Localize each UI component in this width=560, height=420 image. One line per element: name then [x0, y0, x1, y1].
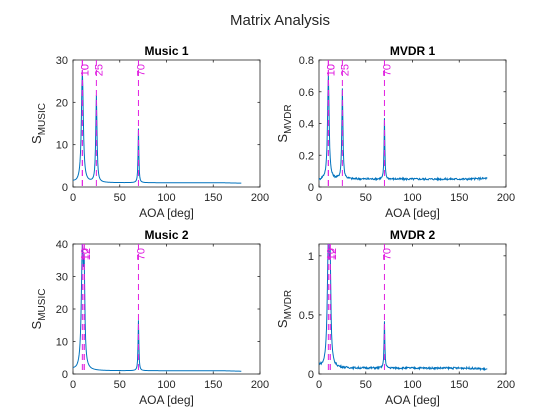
y-tick-label: 10	[56, 337, 68, 349]
y-axis-label-subscript: MUSIC	[37, 289, 48, 321]
x-tick-label: 200	[497, 379, 515, 391]
x-tick-label: 0	[70, 192, 76, 204]
y-axis-label: SMUSIC	[29, 289, 48, 330]
plot-area	[318, 243, 507, 375]
aoa-marker-label: 10	[79, 248, 91, 260]
y-tick-label: 20	[56, 97, 68, 109]
spectrum-line	[73, 70, 242, 184]
y-tick-label: 40	[56, 239, 68, 251]
y-axis-label-main: S	[275, 134, 290, 143]
y-tick-label: 1	[308, 251, 314, 263]
x-tick-label: 50	[114, 379, 126, 391]
aoa-marker-label: 25	[93, 64, 105, 76]
subplot-title: MVDR 1	[390, 44, 436, 58]
x-tick-label: 150	[204, 192, 222, 204]
plot-area	[72, 59, 261, 188]
y-axis-label: SMVDR	[275, 104, 294, 142]
x-tick-label: 0	[316, 379, 322, 391]
x-axis-label: AOA [deg]	[139, 206, 194, 220]
x-axis-label: AOA [deg]	[385, 393, 440, 407]
aoa-marker-label: 70	[381, 64, 393, 76]
y-tick-label: 0.2	[299, 150, 314, 162]
x-tick-label: 100	[403, 192, 421, 204]
aoa-marker-label: 10	[325, 248, 337, 260]
x-axis-label: AOA [deg]	[139, 393, 194, 407]
x-tick-label: 200	[251, 192, 269, 204]
plot-area	[72, 243, 261, 375]
x-tick-label: 100	[157, 192, 175, 204]
aoa-marker-label: 10	[325, 64, 337, 76]
y-tick-label: 0	[62, 182, 68, 194]
x-tick-label: 0	[70, 379, 76, 391]
x-tick-label: 150	[450, 379, 468, 391]
x-tick-label: 150	[204, 379, 222, 391]
subplot-3: Music 2 0 50 100 150 200 0 10 20 30 40 AOA [deg] SMU…	[29, 228, 269, 407]
y-tick-label: 10	[56, 140, 68, 152]
y-tick-label: 0.8	[299, 55, 314, 67]
y-axis-label: SMUSIC	[29, 103, 48, 144]
x-tick-label: 100	[403, 379, 421, 391]
y-tick-label: 0.6	[299, 87, 314, 99]
x-tick-label: 150	[450, 192, 468, 204]
x-tick-label: 50	[114, 192, 126, 204]
figure-title: Matrix Analysis	[230, 12, 330, 29]
subplot-title: MVDR 2	[390, 228, 436, 242]
y-axis-label-main: S	[29, 135, 44, 144]
x-axis-label: AOA [deg]	[385, 206, 440, 220]
y-tick-label: 30	[56, 272, 68, 284]
y-tick-label: 20	[56, 304, 68, 316]
y-tick-label: 0	[308, 369, 314, 381]
x-tick-label: 200	[497, 192, 515, 204]
y-axis-label-subscript: MVDR	[283, 104, 294, 133]
y-tick-label: 0	[62, 369, 68, 381]
y-axis-label-main: S	[29, 320, 44, 329]
y-axis-label-subscript: MUSIC	[37, 103, 48, 135]
plot-area	[318, 59, 507, 188]
aoa-marker-label: 70	[135, 248, 147, 260]
spectrum-line	[319, 74, 488, 182]
aoa-marker-label: 12	[327, 248, 339, 260]
y-tick-label: 0.5	[299, 310, 314, 322]
aoa-marker-label: 70	[135, 64, 147, 76]
subplot-title: Music 2	[144, 228, 188, 242]
subplot-1: Music 1 0 50 100 150 200 0 10 20 30 AOA [deg] SMUSI…	[29, 44, 269, 220]
y-tick-label: 0	[308, 182, 314, 194]
x-tick-label: 200	[251, 379, 269, 391]
subplot-4: MVDR 2 0 50 100 150 200 0 0.5 1 AOA [deg] SMVDR 101…	[275, 228, 515, 407]
aoa-marker-label: 12	[81, 248, 93, 260]
x-tick-label: 0	[316, 192, 322, 204]
aoa-marker-label: 70	[381, 248, 393, 260]
subplot-title: Music 1	[144, 44, 188, 58]
x-tick-label: 50	[360, 379, 372, 391]
x-tick-label: 50	[360, 192, 372, 204]
y-axis-label-main: S	[275, 319, 290, 328]
aoa-marker-label: 10	[79, 64, 91, 76]
y-axis-label-subscript: MVDR	[283, 290, 294, 319]
y-axis-label: SMVDR	[275, 290, 294, 328]
aoa-marker-label: 25	[339, 64, 351, 76]
y-tick-label: 0.4	[299, 119, 314, 131]
x-tick-label: 100	[157, 379, 175, 391]
spectrum-line	[319, 244, 488, 372]
y-tick-label: 30	[56, 55, 68, 67]
spectrum-line	[73, 244, 242, 372]
